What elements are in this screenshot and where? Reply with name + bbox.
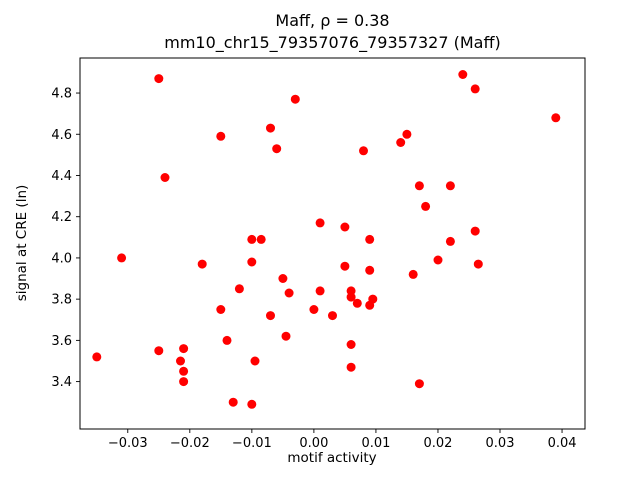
x-tick-label: 0.04 <box>548 436 577 451</box>
y-tick-label: 3.8 <box>51 293 72 308</box>
data-point <box>179 366 189 376</box>
data-point <box>247 234 257 244</box>
data-point <box>284 288 294 298</box>
data-point <box>402 129 412 139</box>
y-tick-label: 4.4 <box>51 169 72 184</box>
data-point <box>247 399 257 409</box>
x-axis-label: motif activity <box>287 450 376 466</box>
data-point <box>216 131 226 141</box>
data-point <box>346 292 356 302</box>
data-point <box>290 94 300 104</box>
x-tick-label: 0.01 <box>361 436 390 451</box>
data-point <box>340 261 350 271</box>
data-point <box>458 70 468 79</box>
data-point <box>408 269 418 279</box>
data-point <box>365 265 375 275</box>
data-point <box>154 346 164 356</box>
data-point <box>92 352 102 362</box>
data-point <box>340 222 350 232</box>
data-point <box>256 234 266 244</box>
title-block: Maff, ρ = 0.38 mm10_chr15_79357076_79357… <box>80 10 585 54</box>
data-point <box>414 181 424 191</box>
data-point <box>281 331 291 341</box>
data-point <box>433 255 443 265</box>
x-tick-label: −0.01 <box>232 436 272 451</box>
data-point <box>216 305 226 314</box>
data-point <box>445 236 455 246</box>
data-point <box>365 300 375 310</box>
x-tick-label: −0.03 <box>108 436 148 451</box>
data-point <box>234 284 244 294</box>
y-tick-label: 4.0 <box>51 251 72 266</box>
x-tick-label: −0.02 <box>170 436 210 451</box>
data-point <box>396 138 406 147</box>
data-point <box>414 379 424 389</box>
data-point <box>346 340 356 349</box>
data-point <box>352 298 362 308</box>
data-point <box>228 397 238 407</box>
data-point <box>197 259 207 269</box>
data-point <box>359 146 368 156</box>
data-point <box>250 356 260 366</box>
data-point <box>247 257 257 267</box>
data-point <box>266 123 275 133</box>
data-point <box>445 181 455 191</box>
plot-border <box>79 57 586 430</box>
data-point <box>328 311 337 321</box>
data-point <box>470 226 480 236</box>
y-tick-label: 4.8 <box>51 87 72 102</box>
y-tick-label: 3.6 <box>51 334 72 349</box>
data-point <box>179 344 189 354</box>
data-point <box>346 286 356 296</box>
data-point <box>346 362 356 372</box>
data-point <box>365 234 375 244</box>
data-point <box>470 84 480 94</box>
x-tick-label: 0.03 <box>486 436 515 451</box>
data-point <box>473 259 483 269</box>
x-tick-label: 0.02 <box>423 436 452 451</box>
y-tick-label: 4.6 <box>51 128 72 143</box>
data-point <box>176 356 185 366</box>
data-point <box>551 113 561 123</box>
points-layer <box>92 70 561 409</box>
axes-layer: −0.03 −0.02 −0.01 0.00 0.01 0.02 0.03 0.04 3.4 3.… <box>51 57 586 451</box>
data-point <box>266 311 275 321</box>
chart-title: Maff, ρ = 0.38 <box>275 11 390 30</box>
data-point <box>117 253 127 263</box>
y-axis-label: signal at CRE (ln) <box>14 185 30 302</box>
data-point <box>278 274 288 283</box>
data-point <box>421 201 431 211</box>
data-point <box>272 144 282 154</box>
chart-subtitle: mm10_chr15_79357076_79357327 (Maff) <box>164 33 501 52</box>
data-point <box>222 335 232 345</box>
y-tick-label: 3.4 <box>51 375 72 390</box>
y-tick-label: 4.2 <box>51 210 72 225</box>
data-point <box>160 173 170 182</box>
data-point <box>179 377 189 387</box>
data-point <box>315 218 325 228</box>
data-point <box>309 305 319 314</box>
data-point <box>154 74 164 84</box>
x-tick-label: 0.00 <box>299 436 328 451</box>
data-point <box>315 286 325 296</box>
